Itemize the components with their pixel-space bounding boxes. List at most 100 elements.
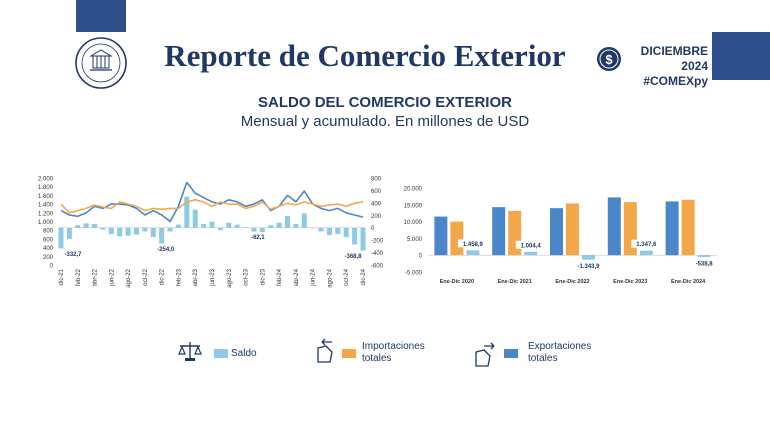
saldo-bar — [201, 223, 207, 228]
legend-label-exportaciones: Exportaciones totales — [528, 341, 592, 364]
saldo-bar — [326, 227, 332, 236]
saldo-label: -1.343,9 — [577, 264, 600, 270]
annotation-bg — [340, 251, 366, 260]
saldo-bar — [192, 209, 198, 228]
x-tick-label: oct-24 — [344, 268, 350, 285]
saldo-bar — [209, 221, 215, 228]
right-axis-tick: -200 — [371, 239, 384, 245]
saldo-bar — [58, 227, 64, 249]
y-axis-tick: 5.000 — [407, 237, 423, 243]
exportaciones-bar — [607, 197, 621, 256]
saldo-bar — [310, 227, 316, 229]
saldo-bar — [125, 227, 131, 236]
saldo-bar — [697, 255, 711, 258]
right-axis-tick: 800 — [371, 177, 382, 183]
left-axis-tick: 1.200 — [38, 211, 54, 217]
right-axis-tick: -600 — [371, 264, 384, 270]
saldo-bar — [226, 222, 232, 228]
left-axis-tick: 200 — [43, 255, 54, 261]
legend-label-importaciones: Importaciones totales — [362, 341, 425, 364]
legend-label-saldo: Saldo — [231, 348, 257, 359]
saldo-label-bg — [457, 239, 488, 248]
annual-bar-chart: -5.000 0 5.000 10.000 15.000 20.000 1.458,9 Ene… — [404, 187, 718, 285]
saldo-bar — [66, 227, 72, 239]
saldo-annotation: -62,1 — [251, 235, 265, 241]
saldo-bar — [639, 250, 653, 256]
x-tick-label: abr-23 — [193, 268, 199, 286]
saldo-bar — [352, 227, 358, 245]
left-axis-tick: 400 — [43, 246, 54, 252]
saldo-bar — [301, 213, 307, 228]
saldo-bar — [234, 224, 240, 228]
right-axis-tick: 200 — [371, 214, 382, 220]
saldo-bar — [92, 223, 98, 228]
left-axis-tick: 0 — [50, 264, 54, 270]
annotation-bg — [246, 232, 269, 241]
saldo-bar — [108, 227, 114, 234]
saldo-bar — [133, 227, 140, 235]
annotation-bg — [60, 249, 86, 258]
x-tick-label: feb-24 — [277, 268, 283, 286]
exportaciones-line — [60, 181, 364, 223]
saldo-label: 1.347,6 — [636, 242, 657, 248]
y-axis-tick: -5.000 — [405, 271, 423, 277]
saldo-bar — [217, 227, 223, 231]
saldo-bar — [293, 223, 299, 228]
saldo-bar — [582, 255, 595, 260]
x-tick-label: dic-22 — [160, 268, 166, 285]
saldo-bar — [159, 227, 165, 244]
saldo-bar — [268, 225, 274, 228]
saldo-bar — [276, 222, 282, 228]
x-tick-label: ago-22 — [126, 268, 132, 287]
category-label: Ene-Dic 2021 — [498, 279, 532, 285]
saldo-bar — [83, 223, 89, 228]
x-tick-label: ago-24 — [327, 268, 333, 287]
left-axis-tick: 2.000 — [38, 177, 54, 183]
x-tick-label: dic-24 — [361, 268, 367, 285]
x-tick-label: jun-23 — [210, 268, 216, 286]
y-axis-tick: 10.000 — [404, 220, 423, 226]
saldo-label-bg — [631, 239, 662, 248]
exportaciones-bar — [665, 201, 679, 256]
x-tick-label: abr-22 — [93, 268, 99, 286]
y-axis-tick: 0 — [419, 254, 423, 260]
annotation-bg — [152, 244, 179, 253]
left-axis-tick: 1.400 — [38, 203, 54, 209]
importaciones-line — [60, 198, 364, 214]
category-label: Ene-Dic 2024 — [671, 279, 706, 285]
saldo-bar — [243, 227, 249, 228]
exportaciones-bar — [550, 208, 563, 256]
header-tab-right — [712, 32, 770, 80]
import-icon — [317, 338, 333, 363]
saldo-bar — [318, 227, 324, 232]
x-tick-label: dic-21 — [59, 268, 65, 285]
legend-swatch-saldo — [214, 349, 228, 358]
saldo-bar — [466, 250, 480, 256]
category-label: Ene-Dic 2020 — [440, 279, 474, 285]
saldo-bar — [167, 227, 173, 232]
right-axis-tick: -400 — [371, 251, 384, 257]
y-axis-tick: 20.000 — [404, 187, 423, 193]
page-title: Reporte de Comercio Exterior — [164, 38, 566, 73]
bcp-logo — [75, 37, 127, 89]
x-tick-label: oct-22 — [143, 268, 149, 285]
right-axis-tick: 400 — [371, 201, 382, 207]
exportaciones-bar — [434, 216, 448, 256]
svg-text:$: $ — [605, 52, 613, 67]
saldo-bar — [343, 227, 349, 238]
category-label: Ene-Dic 2023 — [613, 279, 647, 285]
saldo-annotation: -368,8 — [344, 254, 362, 260]
saldo-label-bg — [571, 261, 606, 270]
right-axis-tick: 0 — [371, 226, 375, 232]
report-date: DICIEMBRE 2024 — [640, 44, 708, 73]
export-icon — [475, 342, 495, 367]
saldo-bar — [100, 227, 106, 230]
saldo-annotation: -332,7 — [64, 252, 82, 258]
saldo-bar — [150, 227, 156, 238]
saldo-bar — [524, 251, 538, 256]
saldo-label: -538,8 — [696, 262, 714, 268]
saldo-annotation: -254,0 — [157, 247, 175, 253]
saldo-bar — [335, 227, 341, 234]
saldo-label-bg — [691, 259, 718, 268]
importaciones-bar — [681, 199, 695, 256]
